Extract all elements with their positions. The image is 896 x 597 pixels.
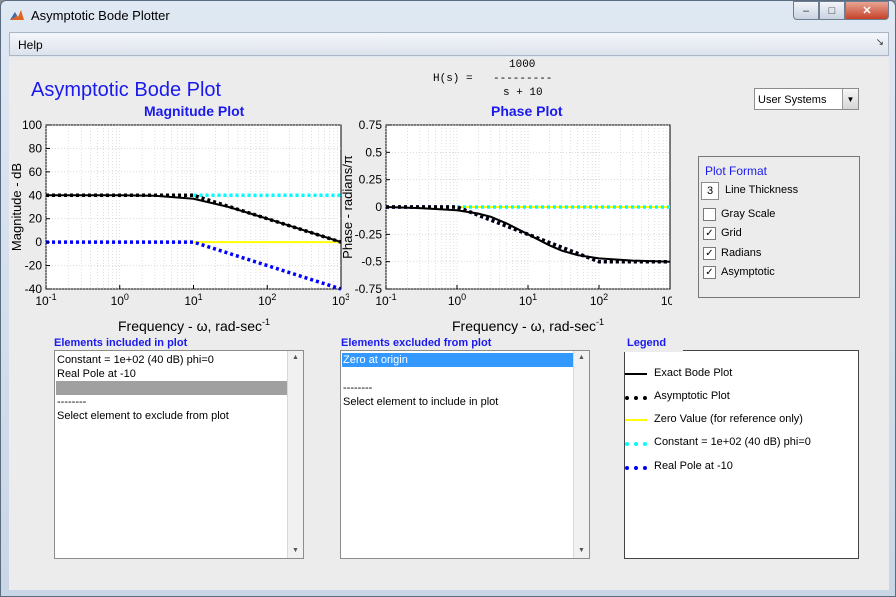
magnitude-xtick-label: 100 (111, 292, 129, 308)
phase-xtick-label: 100 (448, 292, 466, 308)
scrollbar[interactable]: ▲ ▼ (287, 351, 303, 558)
legend-swatch (625, 396, 647, 400)
excluded-listbox[interactable]: Zero at origin -------- Select element t… (340, 350, 590, 559)
magnitude-ytick-label: 40 (29, 188, 43, 202)
maximize-button[interactable]: □ (819, 1, 845, 20)
magnitude-ytick-label: -40 (25, 282, 43, 296)
asymptotic-label: Asymptotic (721, 266, 775, 278)
list-item: Select element to exclude from plot (57, 410, 229, 422)
legend-tab (623, 336, 683, 352)
list-item-selected[interactable] (56, 381, 287, 395)
page-title: Asymptotic Bode Plot (31, 79, 222, 101)
included-listbox[interactable]: Constant = 1e+02 (40 dB) phi=0 Real Pole… (54, 350, 304, 559)
phase-xtick-label: 102 (590, 292, 608, 308)
phase-ytick-label: -0.5 (361, 255, 382, 269)
scroll-down-icon[interactable]: ▼ (292, 547, 299, 554)
phase-xtick-label: 101 (519, 292, 537, 308)
magnitude-ytick-label: 20 (29, 212, 43, 226)
magnitude-series-real-pole-at-10 (46, 240, 342, 291)
magnitude-xtick-label: 101 (184, 292, 202, 308)
grayscale-label: Gray Scale (721, 208, 776, 220)
title-bar[interactable]: Asymptotic Bode Plotter – □ ✕ (1, 1, 895, 31)
phase-series-exact-bode-plot (385, 206, 671, 263)
magnitude-ylabel: Magnitude - dB (9, 163, 24, 251)
dock-arrow-icon[interactable]: ↘ (875, 37, 884, 48)
magnitude-xtick-label: 10-1 (35, 292, 56, 308)
figure-area: Asymptotic Bode Plot 1000 H(s) = -------… (9, 57, 889, 590)
list-item: -------- (57, 396, 87, 408)
phase-xtick-label: 103 (661, 292, 672, 308)
list-item-selected[interactable]: Zero at origin (342, 353, 573, 367)
matlab-icon (10, 10, 24, 20)
tf-denominator: s + 10 (503, 87, 543, 99)
tf-fraction-bar: --------- (493, 73, 553, 85)
included-label: Elements included in plot (54, 337, 188, 349)
plot-format-title: Plot Format (705, 164, 768, 178)
phase-series-asymptotic-plot (386, 205, 670, 264)
phase-ytick-label: 0 (375, 200, 382, 214)
magnitude-xtick-label: 103 (332, 292, 349, 308)
magnitude-ytick-label: 80 (29, 141, 43, 155)
scroll-down-icon[interactable]: ▼ (578, 547, 585, 554)
magnitude-ytick-label: 0 (35, 235, 42, 249)
chevron-down-icon[interactable]: ▼ (842, 89, 858, 109)
legend-swatch (625, 466, 647, 470)
list-item[interactable]: Constant = 1e+02 (40 dB) phi=0 (57, 354, 214, 366)
radians-check[interactable]: ✓ (703, 247, 716, 260)
phase-ytick-label: -0.25 (355, 227, 383, 241)
legend-swatch (625, 373, 647, 375)
scrollbar[interactable]: ▲ ▼ (573, 351, 589, 558)
phase-ytick-label: 0.5 (365, 145, 382, 159)
magnitude-series-asymptotic-plot (46, 193, 342, 244)
legend-panel: Exact Bode Plot Asymptotic Plot Zero Val… (624, 350, 859, 559)
window-controls: – □ ✕ (793, 1, 889, 20)
phase-ytick-label: 0.25 (359, 173, 383, 187)
tf-numerator: 1000 (509, 59, 536, 71)
list-item: Select element to include in plot (343, 396, 499, 408)
scroll-up-icon[interactable]: ▲ (578, 354, 585, 361)
menu-bar: Help ↘ (9, 32, 889, 56)
menu-help[interactable]: Help (18, 38, 43, 52)
window-title: Asymptotic Bode Plotter (31, 8, 170, 23)
magnitude-plot-title: Magnitude Plot (144, 103, 245, 119)
line-thickness-input[interactable]: 3 (701, 182, 719, 200)
scroll-up-icon[interactable]: ▲ (292, 354, 299, 361)
phase-ytick-label: -0.75 (355, 282, 383, 296)
systems-dropdown[interactable]: User Systems ▼ (754, 88, 859, 110)
grid-label: Grid (721, 227, 742, 239)
excluded-label: Elements excluded from plot (341, 337, 492, 349)
magnitude-xlabel: Frequency - ω, rad-sec-1 (118, 317, 270, 334)
magnitude-ytick-label: 60 (29, 165, 43, 179)
tf-lhs: H(s) = (433, 73, 473, 85)
radians-label: Radians (721, 247, 762, 259)
magnitude-ytick-label: 100 (22, 118, 42, 132)
minimize-button[interactable]: – (793, 1, 819, 20)
plot-format-panel: Plot Format 3 Line Thickness Gray Scale … (698, 156, 860, 298)
phase-xtick-label: 10-1 (375, 292, 396, 308)
systems-dropdown-value: User Systems (758, 94, 827, 106)
phase-ylabel: Phase - radians/π (340, 155, 355, 259)
magnitude-xtick-label: 102 (258, 292, 276, 308)
asymptotic-check[interactable]: ✓ (703, 266, 716, 279)
phase-plot-title: Phase Plot (491, 103, 563, 119)
legend-title: Legend (627, 337, 667, 349)
grayscale-check[interactable] (703, 208, 716, 221)
list-item[interactable] (342, 367, 573, 381)
magnitude-ytick-label: -20 (25, 259, 43, 273)
phase-ytick-label: 0.75 (359, 118, 383, 132)
list-item[interactable]: Real Pole at -10 (57, 368, 136, 380)
close-button[interactable]: ✕ (845, 1, 889, 20)
grid-check[interactable]: ✓ (703, 227, 716, 240)
phase-xlabel: Frequency - ω, rad-sec-1 (452, 317, 604, 334)
legend-swatch (625, 419, 647, 421)
legend-swatch (625, 442, 647, 446)
list-item: -------- (343, 382, 373, 394)
line-thickness-label: Line Thickness (725, 184, 799, 196)
